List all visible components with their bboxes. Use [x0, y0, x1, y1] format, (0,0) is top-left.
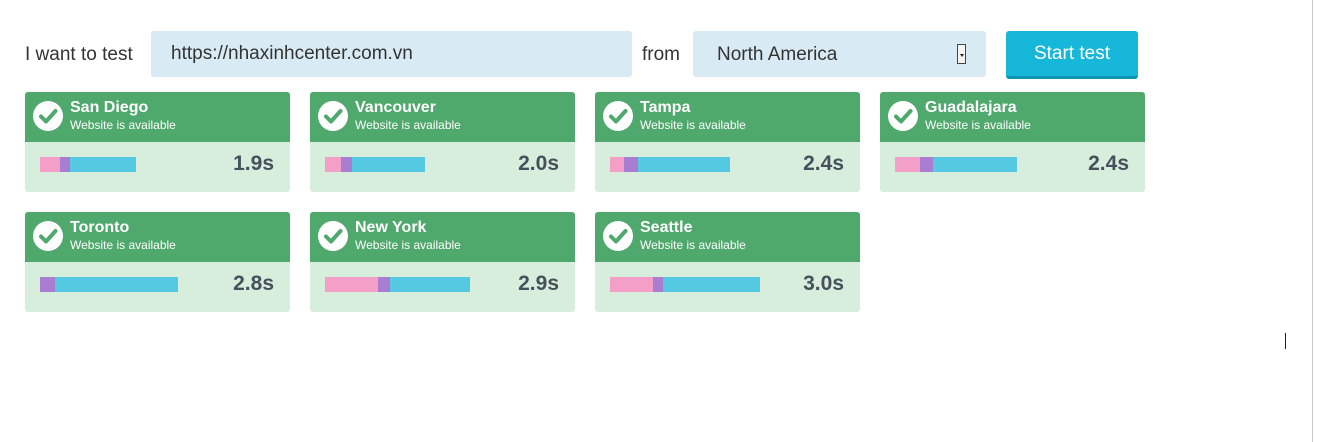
availability-status: Website is available: [640, 238, 746, 252]
connect-segment: [920, 157, 933, 172]
availability-status: Website is available: [925, 118, 1031, 132]
window-edge: [1312, 0, 1313, 442]
dns-segment: [325, 277, 378, 292]
region-select[interactable]: North America: [693, 31, 986, 77]
city-name: San Diego: [70, 99, 149, 116]
dns-segment: [895, 157, 920, 172]
result-card-toronto: Toronto Website is available 2.8s: [25, 212, 290, 312]
load-time: 2.8s: [233, 272, 274, 295]
load-segment: [638, 157, 730, 172]
city-name: Seattle: [640, 219, 693, 236]
city-name: Vancouver: [355, 99, 436, 116]
check-circle-icon: [888, 101, 918, 131]
connect-segment: [40, 277, 55, 292]
dns-segment: [325, 157, 341, 172]
load-time: 2.4s: [1088, 152, 1129, 175]
result-card-guadalajara: Guadalajara Website is available 2.4s: [880, 92, 1145, 192]
card-header: Seattle Website is available: [595, 212, 860, 262]
load-segment: [663, 277, 760, 292]
load-segment: [390, 277, 470, 292]
connect-segment: [653, 277, 663, 292]
load-time: 3.0s: [803, 272, 844, 295]
load-segment: [55, 277, 178, 292]
card-header: New York Website is available: [310, 212, 575, 262]
dns-segment: [610, 277, 653, 292]
city-name: New York: [355, 219, 427, 236]
card-header: San Diego Website is available: [25, 92, 290, 142]
city-name: Guadalajara: [925, 99, 1017, 116]
check-circle-icon: [318, 101, 348, 131]
connect-segment: [378, 277, 390, 292]
from-label: from: [642, 44, 680, 65]
load-segment: [933, 157, 1017, 172]
availability-status: Website is available: [355, 238, 461, 252]
availability-status: Website is available: [70, 118, 176, 132]
url-input[interactable]: [151, 31, 632, 77]
check-circle-icon: [603, 101, 633, 131]
card-header: Tampa Website is available: [595, 92, 860, 142]
start-test-button[interactable]: Start test: [1006, 31, 1138, 79]
result-card-san-diego: San Diego Website is available 1.9s: [25, 92, 290, 192]
card-header: Guadalajara Website is available: [880, 92, 1145, 142]
connect-segment: [341, 157, 352, 172]
connect-segment: [624, 157, 638, 172]
availability-status: Website is available: [640, 118, 746, 132]
availability-status: Website is available: [355, 118, 461, 132]
result-card-new-york: New York Website is available 2.9s: [310, 212, 575, 312]
dropdown-arrow-icon[interactable]: [957, 44, 966, 64]
result-card-vancouver: Vancouver Website is available 2.0s: [310, 92, 575, 192]
check-circle-icon: [318, 221, 348, 251]
check-circle-icon: [33, 221, 63, 251]
dns-segment: [40, 157, 60, 172]
connect-segment: [60, 157, 70, 172]
check-circle-icon: [33, 101, 63, 131]
load-segment: [70, 157, 136, 172]
load-time: 2.4s: [803, 152, 844, 175]
availability-status: Website is available: [70, 238, 176, 252]
city-name: Tampa: [640, 99, 691, 116]
lead-label: I want to test: [25, 44, 133, 65]
load-time: 1.9s: [233, 152, 274, 175]
result-card-tampa: Tampa Website is available 2.4s: [595, 92, 860, 192]
check-circle-icon: [603, 221, 633, 251]
load-time: 2.9s: [518, 272, 559, 295]
load-time: 2.0s: [518, 152, 559, 175]
card-header: Toronto Website is available: [25, 212, 290, 262]
load-segment: [352, 157, 425, 172]
result-card-seattle: Seattle Website is available 3.0s: [595, 212, 860, 312]
dns-segment: [610, 157, 624, 172]
card-header: Vancouver Website is available: [310, 92, 575, 142]
region-selected-value: North America: [717, 44, 838, 65]
city-name: Toronto: [70, 219, 130, 236]
text-cursor: [1285, 333, 1286, 349]
